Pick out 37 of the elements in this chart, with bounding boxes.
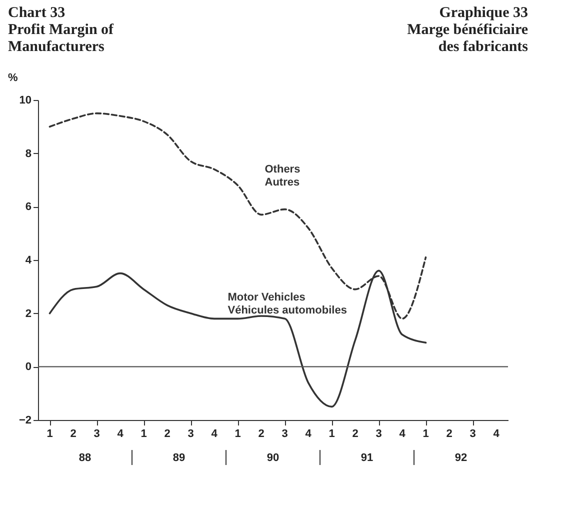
- y-tick-label: 0: [25, 361, 32, 374]
- x-tick-label: 3: [376, 428, 382, 440]
- chart-title: Chart 33 Profit Margin of Manufacturers: [8, 5, 115, 55]
- x-tick-label: 1: [422, 428, 429, 440]
- y-tick-label: 4: [25, 254, 32, 266]
- y-tick-label: −2: [18, 414, 32, 426]
- x-tick-label: 2: [352, 428, 358, 440]
- x-tick-label: 2: [446, 428, 452, 440]
- x-tick-label: 1: [140, 428, 147, 440]
- y-tick-label: 10: [19, 94, 32, 106]
- chart-subtitle: Graphique 33 Marge bénéficiaire des fabricants: [407, 5, 528, 55]
- y-tick-label: 6: [25, 201, 32, 214]
- x-tick-label: 1: [234, 428, 241, 440]
- x-tick-label: 2: [70, 428, 76, 440]
- series-label: Motor Vehicles Véhicules automobiles: [228, 292, 347, 317]
- text: 91: [360, 452, 374, 464]
- x-tick-label: 4: [399, 428, 406, 440]
- x-tick-label: 4: [493, 428, 500, 440]
- x-tick-label: 3: [282, 428, 288, 440]
- y-axis-title: %: [8, 72, 18, 84]
- x-tick-label: 2: [258, 428, 264, 440]
- x-tick-label: 2: [164, 428, 170, 440]
- text: 90: [266, 452, 280, 464]
- x-tick-label: 1: [46, 428, 53, 440]
- x-tick-label: 4: [211, 428, 218, 440]
- x-tick-label: 1: [328, 428, 335, 440]
- y-tick-label: 8: [25, 148, 32, 160]
- x-tick-label: 3: [188, 428, 194, 440]
- x-tick-label: 3: [470, 428, 476, 440]
- text: 92: [454, 452, 468, 464]
- series-label: Others Autres: [264, 163, 300, 188]
- x-tick-label: 3: [94, 428, 100, 440]
- x-tick-label: 4: [305, 428, 312, 440]
- y-tick-label: 2: [25, 308, 32, 320]
- text: 89: [172, 452, 186, 464]
- x-tick-label: 4: [117, 428, 124, 440]
- text: 88: [78, 452, 92, 464]
